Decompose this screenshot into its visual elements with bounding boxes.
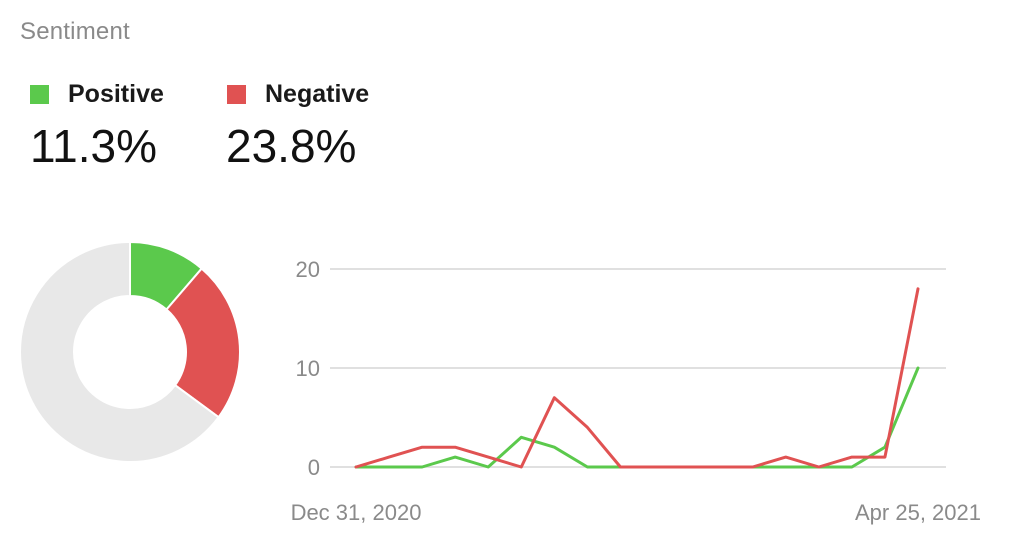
negative-swatch (227, 84, 246, 104)
x-tick-label: Dec 31, 2020 (291, 500, 422, 525)
donut-slice-remainder (19, 240, 220, 463)
y-axis-ticks: 0 10 20 (296, 257, 320, 480)
line-chart: 0 10 20 Dec 31, 2020 Apr 25, 2021 (291, 257, 981, 525)
negative-label: Negative (265, 79, 370, 108)
y-tick-label: 0 (308, 455, 320, 480)
positive-swatch (30, 84, 49, 104)
y-tick-label: 10 (296, 356, 320, 381)
x-axis-ticks: Dec 31, 2020 Apr 25, 2021 (291, 500, 981, 525)
series-lines (354, 287, 920, 469)
x-tick-label: Apr 25, 2021 (855, 500, 981, 525)
donut-slice-negative (165, 267, 241, 419)
negative-percentage: 23.8% (226, 120, 357, 172)
legend-item-negative: Negative (227, 80, 369, 108)
gridlines (330, 268, 946, 468)
positive-percentage: 11.3% (30, 120, 158, 172)
y-tick-label: 20 (296, 257, 320, 282)
positive-label: Positive (68, 79, 164, 108)
chart-title: Sentiment (20, 18, 130, 45)
donut-chart (19, 240, 241, 463)
legend-item-positive: Positive (30, 80, 164, 108)
series-line-positive (354, 366, 920, 469)
series-line-negative (354, 287, 920, 469)
